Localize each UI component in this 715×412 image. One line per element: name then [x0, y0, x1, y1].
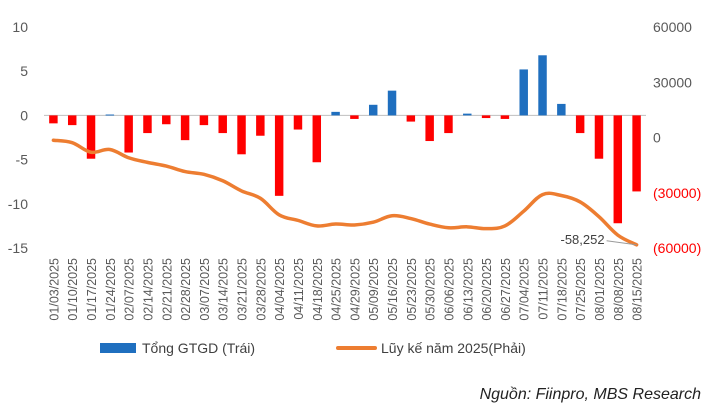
right-tick-label: 60000	[653, 19, 692, 35]
x-tick-label: 03/07/2025	[198, 258, 212, 321]
x-tick-label: 07/18/2025	[555, 258, 569, 321]
x-tick-label: 06/06/2025	[442, 258, 456, 321]
x-tick-label: 04/25/2025	[330, 258, 344, 321]
x-tick-label: 01/17/2025	[85, 258, 99, 321]
bar	[49, 115, 58, 124]
bar	[481, 115, 491, 119]
x-tick-label: 04/29/2025	[348, 258, 362, 321]
x-tick-label: 08/08/2025	[612, 258, 626, 321]
bar	[500, 115, 510, 119]
annotation-leader	[606, 240, 637, 246]
bar	[463, 113, 472, 116]
right-axis: 60000 30000 0 (30000) (60000)	[653, 19, 701, 256]
bar	[425, 115, 434, 142]
cumulative-line	[51, 138, 639, 247]
right-tick-label: 0	[653, 130, 661, 146]
x-tick-label: 05/16/2025	[386, 258, 400, 321]
bar	[274, 115, 284, 196]
x-tick-label: 06/20/2025	[480, 258, 494, 321]
x-tick-label: 07/11/2025	[537, 258, 551, 320]
bar	[594, 115, 604, 159]
left-axis: 10 5 0 -5 -10 -15	[8, 19, 28, 256]
x-tick-label: 05/23/2025	[405, 258, 419, 321]
combo-chart: 10 5 0 -5 -10 -15 60000 30000 0 (30000) (60000) -…	[8, 19, 702, 356]
bar	[538, 55, 547, 116]
x-tick-label: 01/24/2025	[104, 258, 118, 321]
x-tick-label: 01/03/2025	[47, 258, 61, 321]
bar	[406, 115, 416, 122]
bar	[387, 90, 397, 116]
bar	[613, 115, 623, 224]
x-tick-label: 06/27/2025	[499, 258, 513, 321]
bar	[444, 115, 453, 134]
x-tick-label: 07/25/2025	[574, 258, 588, 321]
bar	[256, 115, 265, 136]
bar	[86, 115, 96, 159]
source-note: Nguồn: Fiinpro, MBS Research	[479, 386, 701, 403]
x-tick-label: 04/18/2025	[311, 258, 325, 321]
bar	[162, 115, 171, 125]
x-tick-label: 02/07/2025	[123, 258, 137, 321]
bar-series	[49, 55, 641, 224]
x-tick-label: 08/01/2025	[593, 258, 607, 321]
bar	[575, 115, 585, 134]
x-tick-label: 03/28/2025	[254, 258, 268, 321]
bar	[368, 104, 378, 116]
legend-line-label: Lũy kế năm 2025(Phải)	[381, 340, 526, 356]
bar	[293, 115, 303, 130]
x-tick-label: 02/21/2025	[160, 258, 174, 321]
bar	[180, 115, 190, 141]
left-tick-label: -15	[8, 240, 28, 256]
bar	[105, 114, 115, 116]
x-tick-label: 03/21/2025	[236, 258, 250, 321]
bar	[519, 69, 528, 116]
x-tick-label: 08/15/2025	[631, 258, 645, 321]
x-tick-label: 03/14/2025	[217, 258, 231, 321]
right-tick-label: 30000	[653, 74, 692, 90]
left-tick-label: 5	[20, 63, 28, 79]
left-tick-label: -10	[8, 196, 28, 212]
x-tick-label: 04/04/2025	[273, 258, 287, 321]
x-tick-label: 05/09/2025	[367, 258, 381, 321]
bar	[199, 115, 209, 126]
left-tick-label: 0	[20, 107, 28, 123]
right-tick-label: (30000)	[653, 185, 701, 201]
bar	[143, 115, 152, 134]
legend: Tổng GTGD (Trái) Lũy kế năm 2025(Phải)	[100, 340, 526, 356]
end-annotation: -58,252	[561, 232, 637, 247]
bar	[350, 115, 359, 119]
x-tick-label: 01/10/2025	[66, 258, 80, 321]
bar	[557, 103, 566, 116]
bar	[218, 115, 227, 134]
x-tick-label: 05/30/2025	[424, 258, 438, 321]
bar	[124, 115, 133, 153]
bar	[331, 111, 340, 116]
legend-bar-label: Tổng GTGD (Trái)	[142, 340, 255, 356]
x-tick-label: 02/28/2025	[179, 258, 193, 321]
bar	[67, 115, 77, 126]
x-tick-label: 02/14/2025	[141, 258, 155, 321]
legend-bar-swatch	[100, 343, 136, 353]
bar	[632, 115, 641, 192]
annotation-label: -58,252	[561, 232, 605, 247]
x-axis-labels: 01/03/2025 01/10/2025 01/17/2025 01/24/2025…	[47, 258, 644, 321]
left-tick-label: 10	[12, 19, 28, 35]
right-tick-label: (60000)	[653, 240, 701, 256]
bar	[312, 115, 322, 163]
left-tick-label: -5	[16, 152, 29, 168]
x-tick-label: 06/13/2025	[461, 258, 475, 321]
x-tick-label: 07/04/2025	[518, 258, 532, 321]
x-tick-label: 04/11/2025	[292, 258, 306, 320]
bar	[237, 115, 246, 155]
